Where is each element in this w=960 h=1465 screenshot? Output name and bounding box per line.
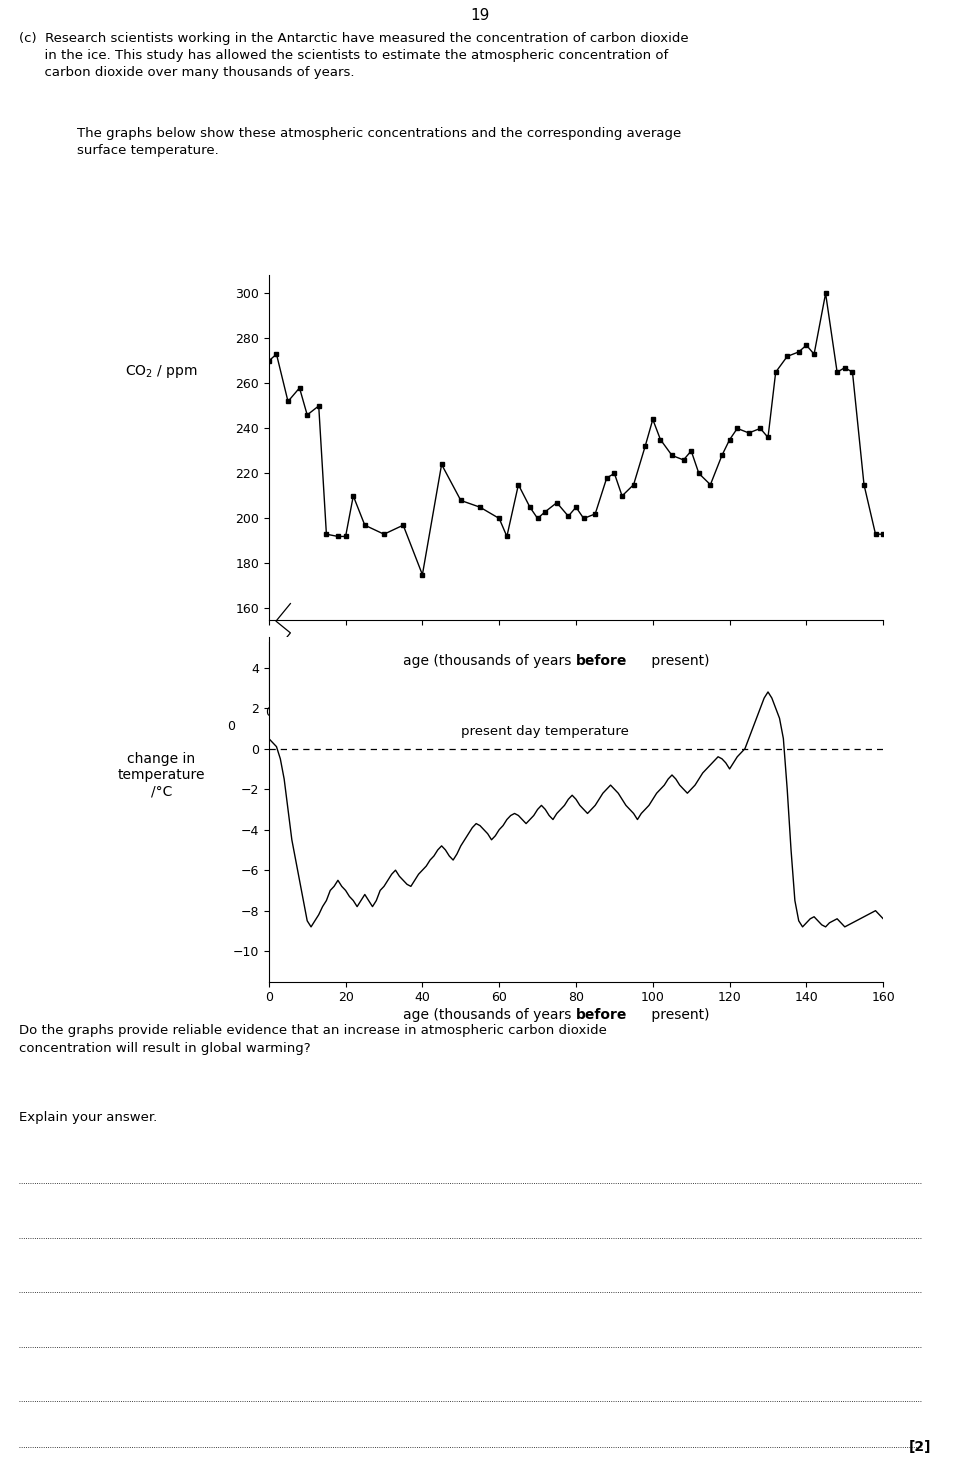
Text: CO$_2$ / ppm: CO$_2$ / ppm — [125, 363, 198, 381]
Text: 19: 19 — [470, 7, 490, 23]
Text: present): present) — [647, 653, 709, 668]
Text: before: before — [576, 653, 628, 668]
Text: present day temperature: present day temperature — [461, 725, 629, 737]
Text: 0: 0 — [265, 706, 273, 719]
Text: age (thousands of years: age (thousands of years — [403, 1008, 576, 1023]
Text: Do the graphs provide reliable evidence that an increase in atmospheric carbon d: Do the graphs provide reliable evidence … — [19, 1024, 607, 1055]
Text: 0: 0 — [228, 721, 235, 732]
Text: change in
temperature
/°C: change in temperature /°C — [117, 752, 205, 798]
Text: Explain your answer.: Explain your answer. — [19, 1110, 157, 1124]
Text: before: before — [576, 1008, 628, 1023]
Text: [2]: [2] — [909, 1440, 931, 1453]
Text: The graphs below show these atmospheric concentrations and the corresponding ave: The graphs below show these atmospheric … — [77, 126, 681, 157]
Text: present): present) — [647, 1008, 709, 1023]
Text: age (thousands of years: age (thousands of years — [403, 653, 576, 668]
Text: (c)  Research scientists working in the Antarctic have measured the concentratio: (c) Research scientists working in the A… — [19, 32, 689, 79]
